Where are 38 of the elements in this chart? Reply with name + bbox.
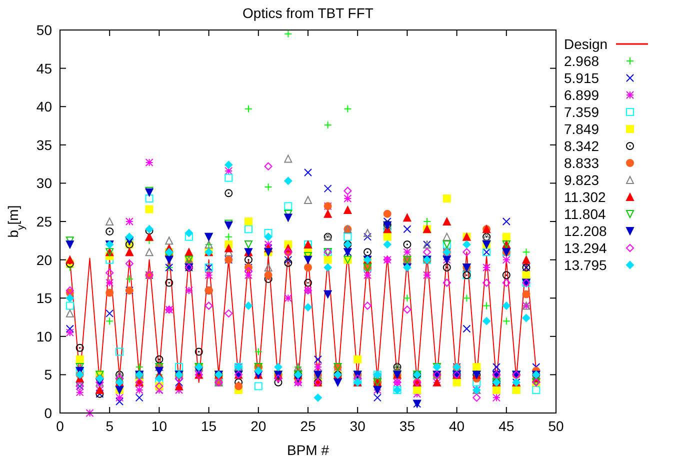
chart-title: Optics from TBT FFT xyxy=(242,5,374,21)
x-tick-label: 15 xyxy=(201,418,217,434)
legend-label: 7.849 xyxy=(564,121,600,137)
legend-label: 11.804 xyxy=(564,206,606,222)
y-tick-label: 10 xyxy=(36,328,52,344)
y-tick-label: 15 xyxy=(36,290,52,306)
legend-label: 2.968 xyxy=(564,53,600,69)
x-tick-label: 35 xyxy=(399,418,416,434)
legend-label: 13.294 xyxy=(564,240,608,256)
x-tick-label: 50 xyxy=(548,418,564,434)
y-tick-label: 30 xyxy=(36,175,52,192)
x-tick-label: 5 xyxy=(106,418,114,434)
x-tick-label: 40 xyxy=(449,418,465,434)
y-tick-label: 20 xyxy=(36,252,52,268)
legend-label: 12.208 xyxy=(564,223,608,239)
legend-label: 11.302 xyxy=(564,189,606,205)
y-tick-label: 25 xyxy=(36,214,52,230)
legend-label: 6.899 xyxy=(564,87,600,103)
legend-label: 9.823 xyxy=(564,172,600,188)
y-tick-label: 35 xyxy=(36,136,52,153)
legend-label: 8.833 xyxy=(564,155,600,171)
legend-label: 5.915 xyxy=(564,70,600,86)
x-tick-label: 0 xyxy=(56,418,64,434)
y-tick-label: 45 xyxy=(36,60,52,76)
x-tick-label: 30 xyxy=(350,418,366,434)
x-tick-label: 25 xyxy=(300,418,316,434)
legend-label: 7.359 xyxy=(564,104,600,120)
x-tick-label: 10 xyxy=(151,418,168,434)
legend-label: 8.342 xyxy=(564,138,600,154)
x-tick-label: 20 xyxy=(250,418,266,434)
x-axis-title: BPM # xyxy=(286,442,330,458)
legend-label: Design xyxy=(564,36,608,52)
legend-label: 13.795 xyxy=(564,257,608,273)
y-tick-label: 0 xyxy=(44,405,52,421)
y-tick-label: 5 xyxy=(44,366,52,383)
y-tick-label: 40 xyxy=(36,98,52,115)
y-tick-label: 50 xyxy=(36,22,52,38)
x-tick-label: 45 xyxy=(498,418,514,434)
